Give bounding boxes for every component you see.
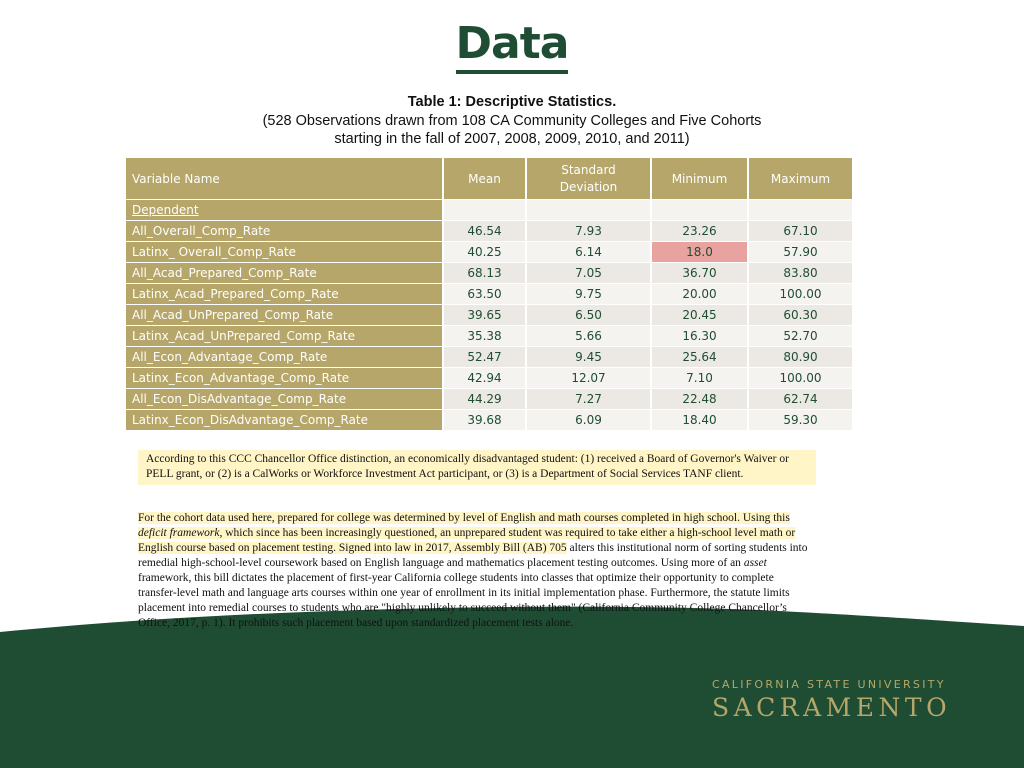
cell-variable-name: All_Econ_Advantage_Comp_Rate	[126, 347, 444, 367]
cell-minimum: 36.70	[652, 263, 749, 283]
cell-mean: 68.13	[444, 263, 527, 283]
cell-minimum: 20.00	[652, 284, 749, 304]
cell-mean: 44.29	[444, 389, 527, 409]
note-economic-disadvantage: According to this CCC Chancellor Office …	[138, 450, 816, 485]
cell-maximum: 83.80	[749, 263, 854, 283]
table-row: Latinx_ Overall_Comp_Rate 40.25 6.14 18.0 57…	[126, 242, 854, 262]
table-row: Latinx_Econ_Advantage_Comp_Rate 42.94 12.0…	[126, 368, 854, 388]
csus-logo: CALIFORNIA STATE UNIVERSITY SACRAMENTO	[712, 678, 951, 722]
cell-mean: 39.65	[444, 305, 527, 325]
table-row: All_Acad_UnPrepared_Comp_Rate 39.65 6.50 20…	[126, 305, 854, 325]
header-standard-deviation: Standard Deviation	[527, 158, 652, 199]
cell-std-dev: 7.05	[527, 263, 652, 283]
descriptive-statistics-table: Variable Name Mean Standard Deviation Mi…	[126, 157, 854, 431]
caption-title: Table 1: Descriptive Statistics.	[407, 94, 617, 110]
cell-variable-name: Latinx_Econ_DisAdvantage_Comp_Rate	[126, 410, 444, 430]
cell-mean: 39.68	[444, 410, 527, 430]
cell-minimum: 18.0	[652, 242, 749, 262]
table-row: Latinx_Acad_Prepared_Comp_Rate 63.50 9.75 2…	[126, 284, 854, 304]
cell-mean: 63.50	[444, 284, 527, 304]
table-row: Latinx_Acad_UnPrepared_Comp_Rate 35.38 5.6…	[126, 326, 854, 346]
header-variable-name: Variable Name	[126, 158, 444, 199]
table-row: Latinx_Econ_DisAdvantage_Comp_Rate 39.68 6…	[126, 410, 854, 430]
cell-std-dev: 6.14	[527, 242, 652, 262]
cell-maximum: 60.30	[749, 305, 854, 325]
cell-minimum: 16.30	[652, 326, 749, 346]
cell-std-dev: 7.93	[527, 221, 652, 241]
cell-minimum: 20.45	[652, 305, 749, 325]
table-caption: Table 1: Descriptive Statistics. (528 Ob…	[0, 93, 1024, 149]
cell-variable-name: Latinx_Acad_UnPrepared_Comp_Rate	[126, 326, 444, 346]
cell-maximum: 52.70	[749, 326, 854, 346]
cell-variable-name: Latinx_ Overall_Comp_Rate	[126, 242, 444, 262]
table-header-row: Variable Name Mean Standard Deviation Mi…	[126, 158, 854, 199]
header-maximum: Maximum	[749, 158, 854, 199]
cell-mean: 46.54	[444, 221, 527, 241]
cell-std-dev: 7.27	[527, 389, 652, 409]
empty-cell	[652, 200, 749, 220]
cell-maximum: 100.00	[749, 284, 854, 304]
logo-university-line: CALIFORNIA STATE UNIVERSITY	[712, 678, 946, 691]
empty-cell	[527, 200, 652, 220]
page-title: Data	[0, 18, 1024, 74]
header-mean: Mean	[444, 158, 527, 199]
caption-line-3: starting in the fall of 2007, 2008, 2009…	[334, 131, 690, 147]
cell-variable-name: Latinx_Acad_Prepared_Comp_Rate	[126, 284, 444, 304]
empty-cell	[749, 200, 854, 220]
table-row: All_Econ_Advantage_Comp_Rate 52.47 9.45 25.…	[126, 347, 854, 367]
cell-mean: 52.47	[444, 347, 527, 367]
cell-variable-name: All_Acad_Prepared_Comp_Rate	[126, 263, 444, 283]
caption-line-2: (528 Observations drawn from 108 CA Comm…	[262, 112, 762, 129]
cell-minimum: 25.64	[652, 347, 749, 367]
cell-std-dev: 5.66	[527, 326, 652, 346]
cell-minimum: 22.48	[652, 389, 749, 409]
header-minimum: Minimum	[652, 158, 749, 199]
cell-maximum: 67.10	[749, 221, 854, 241]
cell-variable-name: Latinx_Econ_Advantage_Comp_Rate	[126, 368, 444, 388]
cell-variable-name: All_Econ_DisAdvantage_Comp_Rate	[126, 389, 444, 409]
cell-maximum: 62.74	[749, 389, 854, 409]
cell-std-dev: 9.45	[527, 347, 652, 367]
empty-cell	[444, 200, 527, 220]
cell-variable-name: All_Overall_Comp_Rate	[126, 221, 444, 241]
cell-maximum: 100.00	[749, 368, 854, 388]
section-label: Dependent	[126, 200, 444, 220]
cell-minimum: 18.40	[652, 410, 749, 430]
cell-minimum: 7.10	[652, 368, 749, 388]
table-row: All_Acad_Prepared_Comp_Rate 68.13 7.05 36.7…	[126, 263, 854, 283]
cell-mean: 35.38	[444, 326, 527, 346]
cell-maximum: 80.90	[749, 347, 854, 367]
logo-campus-line: SACRAMENTO	[712, 693, 952, 722]
cell-std-dev: 6.50	[527, 305, 652, 325]
cell-mean: 42.94	[444, 368, 527, 388]
cell-maximum: 59.30	[749, 410, 854, 430]
section-row-dependent: Dependent	[126, 200, 854, 220]
note-cohort-preparation: For the cohort data used here, prepared …	[138, 512, 808, 629]
cell-mean: 40.25	[444, 242, 527, 262]
cell-minimum: 23.26	[652, 221, 749, 241]
table-row: All_Econ_DisAdvantage_Comp_Rate 44.29 7.27…	[126, 389, 854, 409]
cell-std-dev: 12.07	[527, 368, 652, 388]
cell-variable-name: All_Acad_UnPrepared_Comp_Rate	[126, 305, 444, 325]
cell-std-dev: 6.09	[527, 410, 652, 430]
table-row: All_Overall_Comp_Rate 46.54 7.93 23.26 67.10	[126, 221, 854, 241]
cell-std-dev: 9.75	[527, 284, 652, 304]
cell-maximum: 57.90	[749, 242, 854, 262]
